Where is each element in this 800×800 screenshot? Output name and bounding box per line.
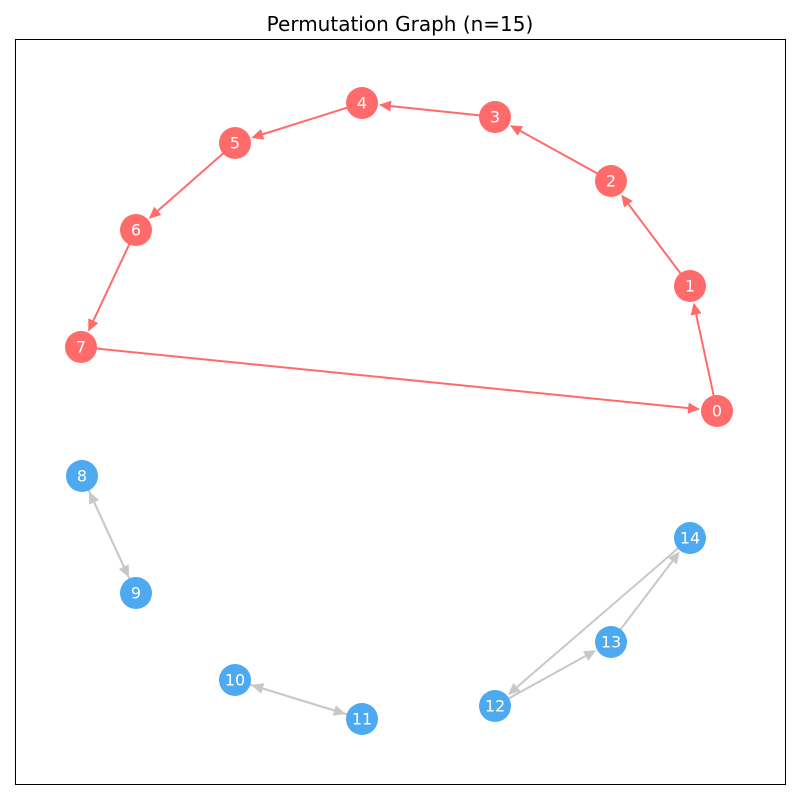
node-5: 5	[219, 127, 251, 159]
node-label: 14	[680, 529, 700, 548]
edge-3-to-4	[378, 100, 482, 117]
node-1: 1	[674, 270, 706, 302]
arrowhead	[88, 318, 99, 332]
plot-frame	[15, 39, 786, 785]
edge-0-to-1	[690, 302, 716, 398]
edge-line	[694, 312, 716, 398]
edge-13-to-14	[618, 551, 680, 632]
node-2: 2	[595, 165, 627, 197]
edge-6-to-7	[88, 242, 131, 332]
node-circle	[66, 460, 98, 492]
node-13: 13	[595, 626, 627, 658]
arrowhead	[690, 302, 702, 316]
arrowhead	[507, 682, 521, 695]
node-3: 3	[479, 101, 511, 133]
arrowhead	[687, 402, 701, 414]
node-circle	[346, 87, 378, 119]
node-label: 8	[77, 467, 87, 486]
node-9: 9	[120, 577, 152, 609]
node-circle	[120, 577, 152, 609]
node-circle	[595, 626, 627, 658]
node-10: 10	[219, 664, 251, 696]
node-label: 12	[485, 697, 505, 716]
edge-5-to-6	[148, 151, 226, 219]
edge-7-to-0	[94, 347, 701, 414]
edges-layer	[86, 100, 716, 716]
node-label: 5	[230, 134, 240, 153]
arrowhead	[583, 650, 597, 661]
edge-9-to-8	[89, 491, 132, 581]
node-circle	[674, 270, 706, 302]
node-label: 13	[601, 633, 621, 652]
chart-title: Permutation Graph (n=15)	[267, 12, 534, 36]
node-7: 7	[65, 331, 97, 363]
arrowhead	[668, 551, 680, 565]
node-6: 6	[120, 214, 152, 246]
node-8: 8	[66, 460, 98, 492]
edge-12-to-13	[506, 650, 597, 701]
node-circle	[219, 127, 251, 159]
node-label: 11	[352, 710, 372, 729]
arrowhead	[251, 129, 265, 140]
node-label: 4	[357, 94, 367, 113]
arrowhead	[148, 206, 162, 219]
edge-line	[518, 129, 600, 176]
node-label: 2	[606, 172, 616, 191]
edge-line	[506, 654, 588, 701]
node-circle	[479, 690, 511, 722]
edge-2-to-3	[509, 125, 600, 176]
node-circle	[120, 214, 152, 246]
edge-line	[92, 500, 132, 581]
node-4: 4	[346, 87, 378, 119]
node-label: 7	[76, 338, 86, 357]
node-label: 9	[131, 584, 141, 603]
arrowhead	[251, 683, 265, 694]
node-14: 14	[674, 522, 706, 554]
arrowhead	[621, 194, 633, 208]
node-label: 10	[225, 671, 245, 690]
edge-line	[514, 546, 681, 690]
edge-line	[91, 242, 131, 323]
edge-line	[618, 558, 675, 632]
node-11: 11	[346, 703, 378, 735]
node-circle	[65, 331, 97, 363]
node-circle	[595, 165, 627, 197]
node-circle	[479, 101, 511, 133]
node-circle	[346, 703, 378, 735]
node-label: 0	[712, 402, 722, 421]
edge-line	[260, 106, 349, 136]
node-12: 12	[479, 690, 511, 722]
edge-line	[94, 347, 691, 410]
edge-line	[260, 686, 349, 716]
arrowhead	[89, 491, 100, 505]
node-circle	[219, 664, 251, 696]
edge-11-to-10	[251, 683, 349, 716]
edge-14-to-12	[507, 546, 681, 695]
edge-line	[626, 201, 683, 276]
node-circle	[701, 395, 733, 427]
edge-4-to-5	[251, 106, 349, 140]
arrowhead	[378, 100, 392, 112]
node-0: 0	[701, 395, 733, 427]
edge-1-to-2	[621, 194, 683, 276]
edge-line	[155, 151, 226, 213]
edge-line	[388, 104, 482, 117]
node-label: 6	[131, 221, 141, 240]
arrowhead	[509, 125, 523, 136]
node-label: 3	[490, 108, 500, 127]
node-circle	[674, 522, 706, 554]
node-label: 1	[685, 277, 695, 296]
